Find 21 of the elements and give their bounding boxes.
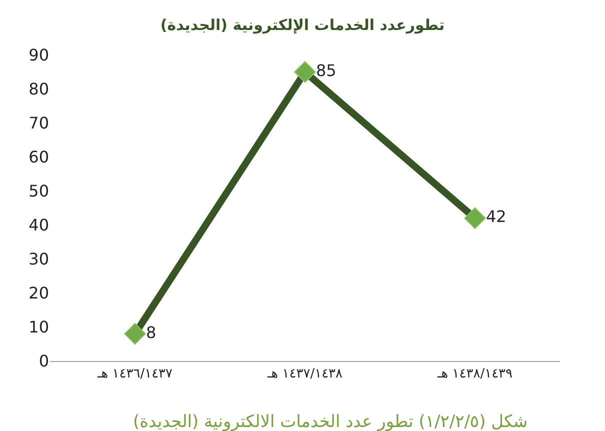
x-tick-label: ١٤٣٦/١٤٣٧ هـ (96, 366, 173, 382)
data-label: 42 (486, 207, 506, 226)
y-tick-label: 20 (28, 284, 49, 303)
x-tick-label: ١٤٣٧/١٤٣٨ هـ (266, 366, 343, 382)
y-tick-label: 70 (28, 114, 49, 133)
point (464, 207, 486, 230)
data-label: 85 (316, 61, 336, 80)
text: شكل (١/٢/٢/٥) تطور عدد الخدمات الالكترونية (الجديدة) (133, 412, 528, 431)
y-tick-label: 60 (28, 148, 49, 167)
y-tick-label: 90 (28, 46, 49, 65)
y-tick-label: 40 (28, 216, 49, 235)
y-tick-label: 80 (28, 80, 49, 99)
chart-title: تطورعدد الخدمات الإلكترونية (الجديدة) (160, 16, 445, 34)
y-tick-label: 30 (28, 250, 49, 269)
y-tick-label: 0 (38, 352, 49, 371)
y-tick-label: 10 (28, 318, 49, 337)
x-tick-label: ١٤٣٨/١٤٣٩ هـ (436, 366, 513, 382)
data-label: 8 (146, 322, 156, 342)
y-tick-label: 50 (28, 182, 49, 201)
point (124, 322, 146, 345)
point (294, 61, 316, 83)
